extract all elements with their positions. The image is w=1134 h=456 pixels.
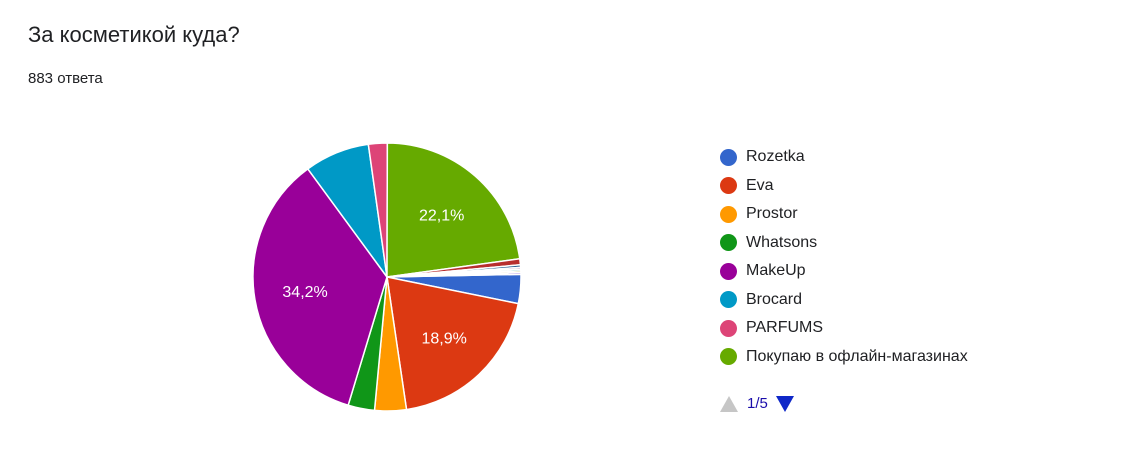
legend-swatch [720, 262, 737, 280]
slice-data-label: 34,2% [282, 284, 327, 301]
legend-label: Prostor [746, 205, 798, 223]
pie-slice-eva [386, 276, 520, 411]
legend-label: MakeUp [746, 262, 806, 280]
legend-pager: 1/5 [720, 395, 794, 412]
slice-data-label: 22,1% [419, 207, 464, 224]
page-indicator: 1/5 [747, 395, 768, 412]
question-title: За косметикой куда? [28, 22, 240, 47]
triangle-down-icon[interactable] [775, 395, 794, 412]
legend-swatch [720, 148, 737, 166]
slice-data-label: 18,9% [421, 330, 466, 347]
legend-label: Покупаю в офлайн-магазинах [746, 347, 968, 365]
legend-swatch [720, 177, 737, 195]
legend-swatch [720, 348, 737, 366]
legend-item-rozetka: Rozetka [720, 143, 968, 172]
legend-label: Rozetka [746, 148, 805, 166]
legend-label: Eva [746, 176, 774, 194]
legend-swatch [720, 319, 737, 337]
legend-item-whatsons: Whatsons [720, 229, 968, 258]
pie-slice-покупаю-в-офлайн-магазинах [386, 142, 521, 278]
legend-label: PARFUMS [746, 319, 824, 337]
pie-slice-makeup [252, 167, 388, 407]
legend-swatch [720, 291, 737, 309]
legend-label: Whatsons [746, 233, 818, 251]
legend-item-parfums: PARFUMS [720, 314, 968, 343]
chart-legend: Rozetka Eva Prostor Whatsons MakeUp Broc… [720, 143, 968, 371]
legend-swatch [720, 205, 737, 223]
legend-item-offline: Покупаю в офлайн-магазинах [720, 343, 968, 372]
legend-item-brocard: Brocard [720, 286, 968, 315]
legend-label: Brocard [746, 290, 803, 308]
legend-item-makeup: MakeUp [720, 257, 968, 286]
legend-item-prostor: Prostor [720, 200, 968, 229]
pie-slice-other-13 [386, 271, 522, 278]
legend-swatch [720, 234, 737, 252]
legend-item-eva: Eva [720, 172, 968, 201]
triangle-up-icon[interactable] [720, 395, 738, 412]
response-count: 883 ответа [28, 70, 103, 87]
